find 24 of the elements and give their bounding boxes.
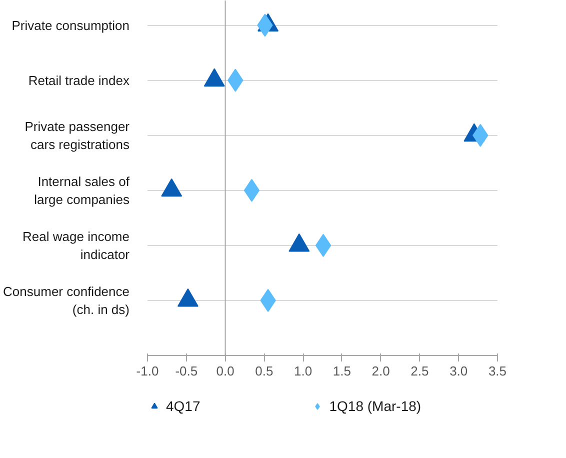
point xyxy=(161,178,182,197)
y-tick-label: Consumer confidence (ch. in ds) xyxy=(3,284,130,317)
legend-label: 4Q17 xyxy=(166,398,200,414)
x-tick-label: 0.0 xyxy=(216,364,234,378)
legend-label: 1Q18 (Mar-18) xyxy=(329,398,422,414)
y-tick-label: Retail trade index xyxy=(28,72,130,88)
x-tick-label: 1.0 xyxy=(294,364,312,378)
y-tick-label: Real wage income indicator xyxy=(22,228,130,262)
y-tick-label: Private consumption xyxy=(12,18,130,33)
x-tick-label: 3.0 xyxy=(450,364,468,378)
x-tick-label: 3.5 xyxy=(488,364,507,378)
point xyxy=(244,178,260,202)
x-tick-label: -0.5 xyxy=(175,364,198,378)
x-tick-label: 1.5 xyxy=(332,364,351,378)
y-tick-label: Private passenger cars registrations xyxy=(24,118,130,152)
point xyxy=(204,68,225,87)
point xyxy=(288,233,310,252)
x-tick-label: 2.5 xyxy=(410,364,429,378)
x-tick-label: -1.0 xyxy=(136,364,159,378)
x-tick-label: 0.5 xyxy=(255,364,274,378)
y-tick-label: Internal sales of large companies xyxy=(34,174,130,207)
point xyxy=(315,234,332,257)
point xyxy=(177,288,198,307)
x-tick-label: 2.0 xyxy=(372,364,390,378)
